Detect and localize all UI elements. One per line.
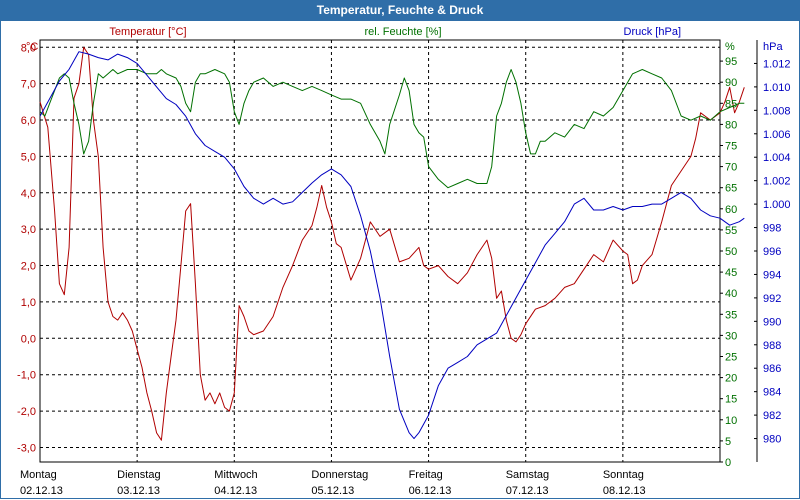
temperature-tick-label: 8,0 [21,42,36,54]
pressure-tick-label: 990 [763,316,781,328]
x-tick-day-label: Dienstag [117,469,160,481]
series-line-pressure [39,51,745,440]
pressure-tick-label: 1.000 [763,199,791,211]
pressure-axis: 1.012 1.010 1.008 1.006 1.004 1.002 1.000 998 99… [754,40,791,462]
series-line-temp [39,46,745,441]
humidity-tick-label: 95 [725,56,737,68]
temperature-tick-label: 7,0 [21,79,36,91]
temperature-tick-label: 2,0 [21,261,36,273]
pressure-tick-label: 996 [763,246,781,258]
humidity-tick-label: 35 [725,309,737,321]
pressure-tick-label: 1.012 [763,58,791,70]
humidity-unit: % [725,41,735,53]
humidity-tick-label: 70 [725,162,737,174]
humidity-tick-label: 25 [725,352,737,364]
x-tick-date-label: 07.12.13 [506,485,549,497]
temperature-tick-label: -3,0 [17,442,36,454]
pressure-unit: hPa [763,41,783,53]
x-tick-day-label: Donnerstag [311,469,368,481]
humidity-tick-label: 10 [725,415,737,427]
pressure-tick-label: 1.010 [763,82,791,94]
plot-area-border [39,39,721,463]
pressure-tick-label: 992 [763,293,781,305]
x-tick-day-label: Samstag [506,469,549,481]
series-line-humidity [39,69,745,189]
x-tick-day-label: Montag [20,469,57,481]
pressure-tick-label: 984 [763,387,781,399]
humidity-tick-label: 30 [725,330,737,342]
pressure-tick-label: 982 [763,410,781,422]
temperature-tick-label: 1,0 [21,297,36,309]
temperature-tick-label: 5,0 [21,151,36,163]
pressure-tick-label: 1.004 [763,152,791,164]
x-tick-day-label: Freitag [409,469,443,481]
window-title: Temperatur, Feuchte & Druck [0,0,800,21]
humidity-tick-label: 20 [725,373,737,385]
series-layer [39,46,745,441]
x-tick-date-label: 02.12.13 [20,485,63,497]
x-axis: Montag 02.12.13 Dienstag 03.12.13 Mittwoch 04… [20,469,646,497]
humidity-tick-label: 85 [725,98,737,110]
temperature-tick-label: 4,0 [21,188,36,200]
temperature-tick-label: 6,0 [21,115,36,127]
humidity-tick-label: 60 [725,204,737,216]
humidity-tick-label: 75 [725,141,737,153]
x-tick-date-label: 06.12.13 [409,485,452,497]
x-tick-day-label: Sonntag [603,469,644,481]
humidity-tick-label: 90 [725,77,737,89]
humidity-tick-label: 55 [725,225,737,237]
pressure-tick-label: 1.008 [763,105,791,117]
humidity-tick-label: 15 [725,394,737,406]
x-tick-date-label: 05.12.13 [311,485,354,497]
humidity-tick-label: 80 [725,119,737,131]
pressure-tick-label: 998 [763,223,781,235]
pressure-tick-label: 1.002 [763,176,791,188]
chart-frame [0,21,800,499]
grid [40,40,720,462]
pressure-tick-label: 986 [763,363,781,375]
temperature-unit: °C [26,41,38,53]
pressure-tick-label: 994 [763,269,781,281]
temperature-tick-label: -1,0 [17,370,36,382]
temperature-axis-title: Temperatur [°C] [109,26,186,38]
pressure-axis-title: Druck [hPa] [624,26,681,38]
humidity-tick-label: 40 [725,288,737,300]
x-tick-day-label: Mittwoch [214,469,257,481]
x-tick-date-label: 08.12.13 [603,485,646,497]
x-tick-date-label: 04.12.13 [214,485,257,497]
temperature-axis: 8,0 7,0 6,0 5,0 4,0 3,0 2,0 1,0 0,0 -1,0 -2,0 -3,0 [17,42,36,454]
temperature-tick-label: -2,0 [17,406,36,418]
temperature-tick-label: 0,0 [21,333,36,345]
humidity-tick-label: 50 [725,246,737,258]
humidity-tick-label: 45 [725,267,737,279]
temperature-tick-label: 3,0 [21,224,36,236]
humidity-tick-label: 65 [725,183,737,195]
x-tick-date-label: 03.12.13 [117,485,160,497]
pressure-tick-label: 980 [763,434,781,446]
humidity-tick-label: 5 [725,436,731,448]
humidity-tick-label: 0 [725,457,731,469]
humidity-axis-title: rel. Feuchte [%] [364,26,441,38]
pressure-tick-label: 1.006 [763,129,791,141]
pressure-tick-label: 988 [763,340,781,352]
